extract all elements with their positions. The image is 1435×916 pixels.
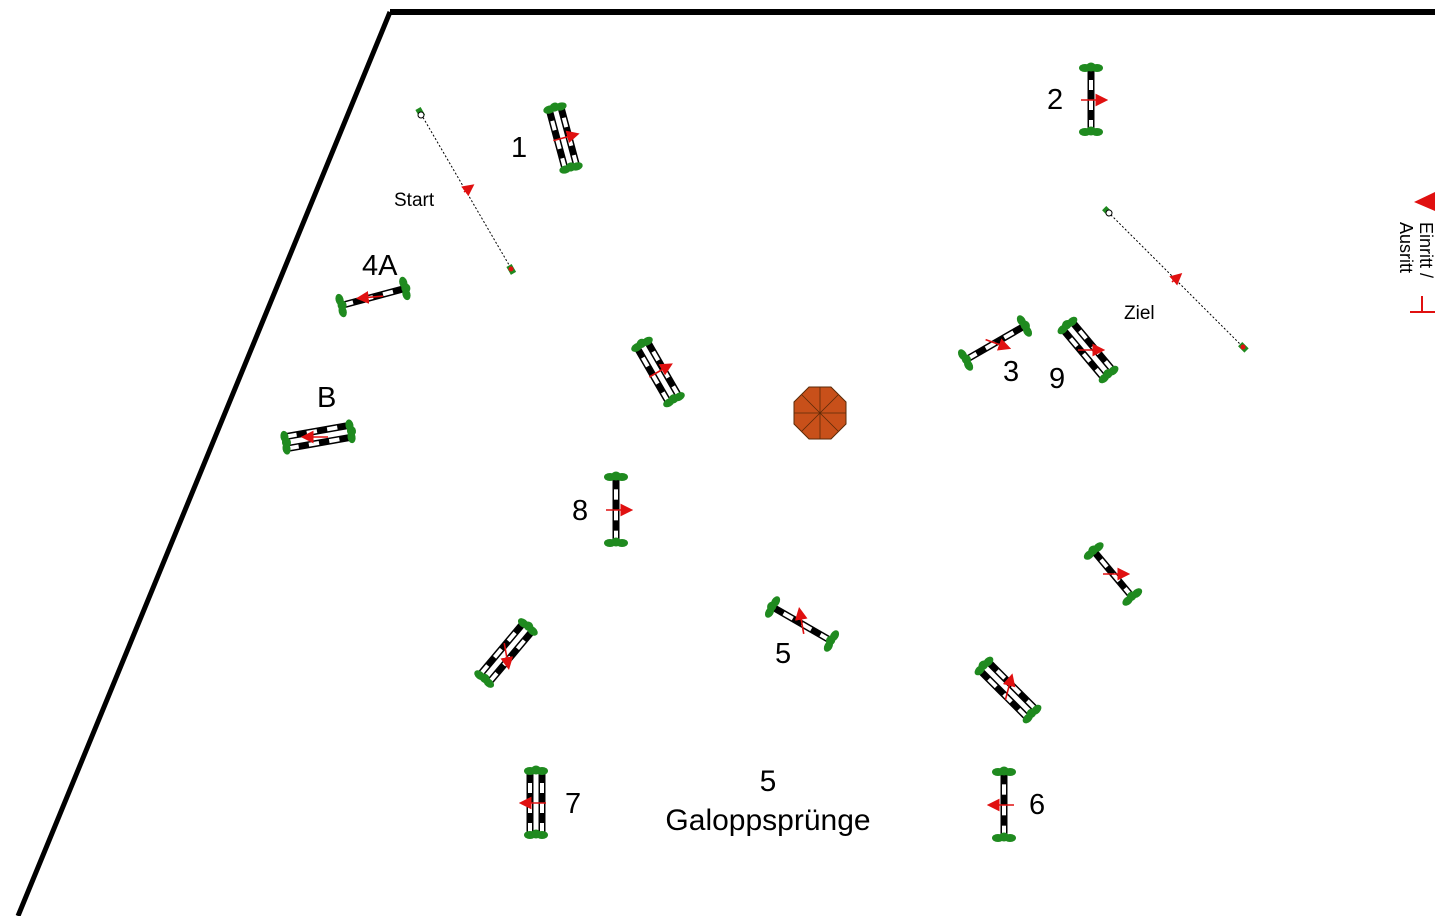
strides-label: Galoppsprünge	[665, 804, 870, 837]
obstacle-vertical	[1083, 542, 1143, 606]
obstacle-vertical	[335, 276, 411, 318]
obstacle-label: 4A	[362, 250, 398, 282]
obstacle-oxer	[543, 102, 583, 174]
obstacle-label: B	[317, 382, 336, 414]
obstacle-label: 1	[511, 132, 527, 164]
direction-arrow	[500, 643, 514, 670]
obstacle-vertical	[1079, 62, 1109, 136]
obstacle-oxer	[631, 336, 685, 408]
start-line	[415, 107, 517, 275]
octagon-flower-bed-icon	[793, 386, 847, 440]
direction-arrow	[1002, 673, 1016, 700]
obstacle-vertical	[764, 596, 840, 652]
triangle-marker-icon	[1414, 192, 1435, 211]
obstacle-label: 8	[572, 495, 588, 527]
obstacle-label: 2	[1047, 84, 1063, 116]
t-bar-icon	[1410, 296, 1435, 313]
entrance-label-line2: Ausritt	[1396, 222, 1416, 273]
obstacle-label: 3	[1003, 356, 1019, 388]
entrance-label-line1: Einritt /	[1416, 222, 1435, 278]
obstacle-oxer	[974, 656, 1042, 724]
direction-arrow	[553, 130, 580, 144]
direction-arrow	[648, 363, 673, 378]
arena-border-left	[15, 11, 393, 916]
entrance-marker: Einritt / Ausritt	[1396, 192, 1435, 313]
obstacle-label: 5	[775, 638, 791, 670]
finish-line	[1102, 206, 1249, 353]
obstacle-vertical	[957, 315, 1033, 371]
obstacle-oxer	[280, 419, 356, 455]
start-label: Start	[394, 190, 435, 211]
direction-arrow	[985, 338, 1012, 351]
strides-count: 5	[760, 765, 777, 798]
obstacle-label: 7	[565, 788, 581, 820]
direction-arrow	[794, 607, 808, 634]
obstacle-label: 9	[1049, 363, 1065, 395]
obstacle-vertical	[986, 766, 1016, 842]
direction-arrow	[355, 291, 384, 304]
finish-label: Ziel	[1124, 303, 1155, 324]
obstacle-oxer	[474, 618, 538, 688]
obstacle-vertical	[604, 471, 634, 547]
obstacle-label: 6	[1029, 789, 1045, 821]
obstacle-oxer	[1057, 316, 1119, 384]
obstacle-oxer	[518, 765, 548, 839]
